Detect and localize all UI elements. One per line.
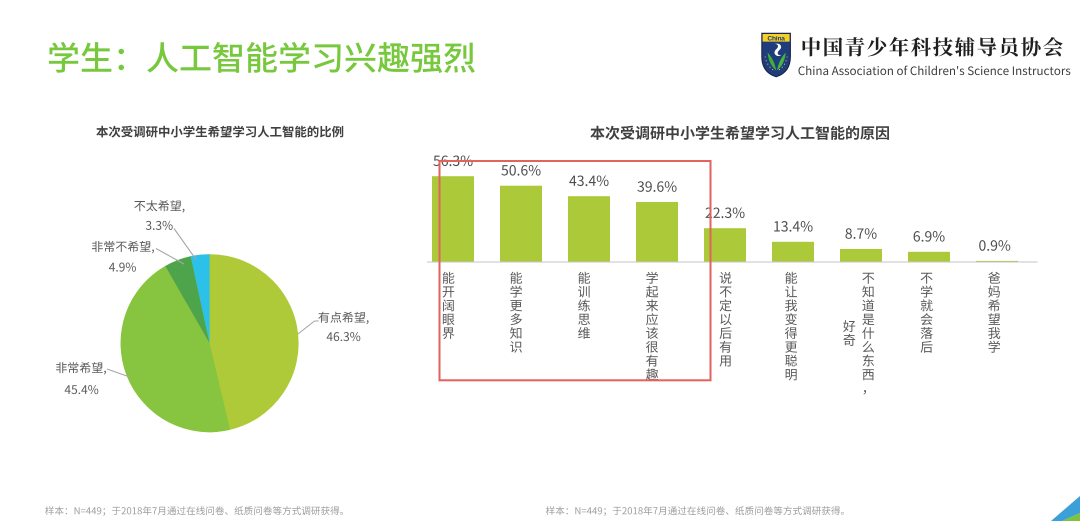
- svg-text:China: China: [767, 36, 785, 43]
